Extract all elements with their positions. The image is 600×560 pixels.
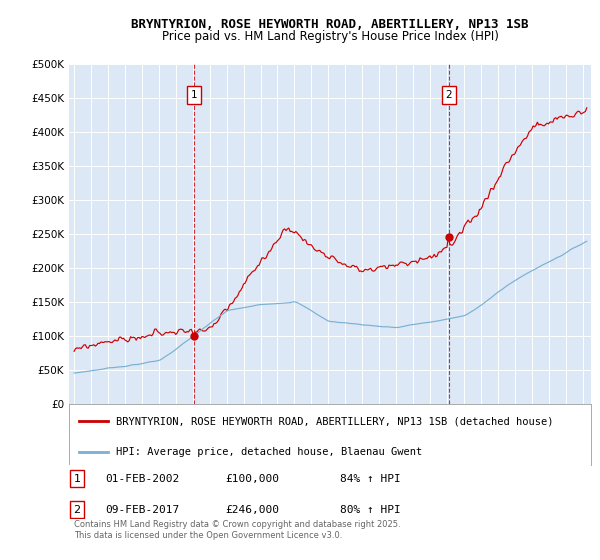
Text: BRYNTYRION, ROSE HEYWORTH ROAD, ABERTILLERY, NP13 1SB: BRYNTYRION, ROSE HEYWORTH ROAD, ABERTILL… — [131, 18, 529, 31]
Text: £100,000: £100,000 — [226, 474, 280, 484]
Text: 01-FEB-2002: 01-FEB-2002 — [106, 474, 180, 484]
Text: £246,000: £246,000 — [226, 505, 280, 515]
Text: Contains HM Land Registry data © Crown copyright and database right 2025.
This d: Contains HM Land Registry data © Crown c… — [74, 520, 401, 540]
Text: 09-FEB-2017: 09-FEB-2017 — [106, 505, 180, 515]
Text: Price paid vs. HM Land Registry's House Price Index (HPI): Price paid vs. HM Land Registry's House … — [161, 30, 499, 43]
Text: 2: 2 — [445, 90, 452, 100]
Text: 84% ↑ HPI: 84% ↑ HPI — [340, 474, 401, 484]
Text: 1: 1 — [191, 90, 197, 100]
Text: 2: 2 — [73, 505, 80, 515]
Text: BRYNTYRION, ROSE HEYWORTH ROAD, ABERTILLERY, NP13 1SB (detached house): BRYNTYRION, ROSE HEYWORTH ROAD, ABERTILL… — [116, 416, 553, 426]
Text: 80% ↑ HPI: 80% ↑ HPI — [340, 505, 401, 515]
Text: HPI: Average price, detached house, Blaenau Gwent: HPI: Average price, detached house, Blae… — [116, 447, 422, 456]
Text: 1: 1 — [73, 474, 80, 484]
